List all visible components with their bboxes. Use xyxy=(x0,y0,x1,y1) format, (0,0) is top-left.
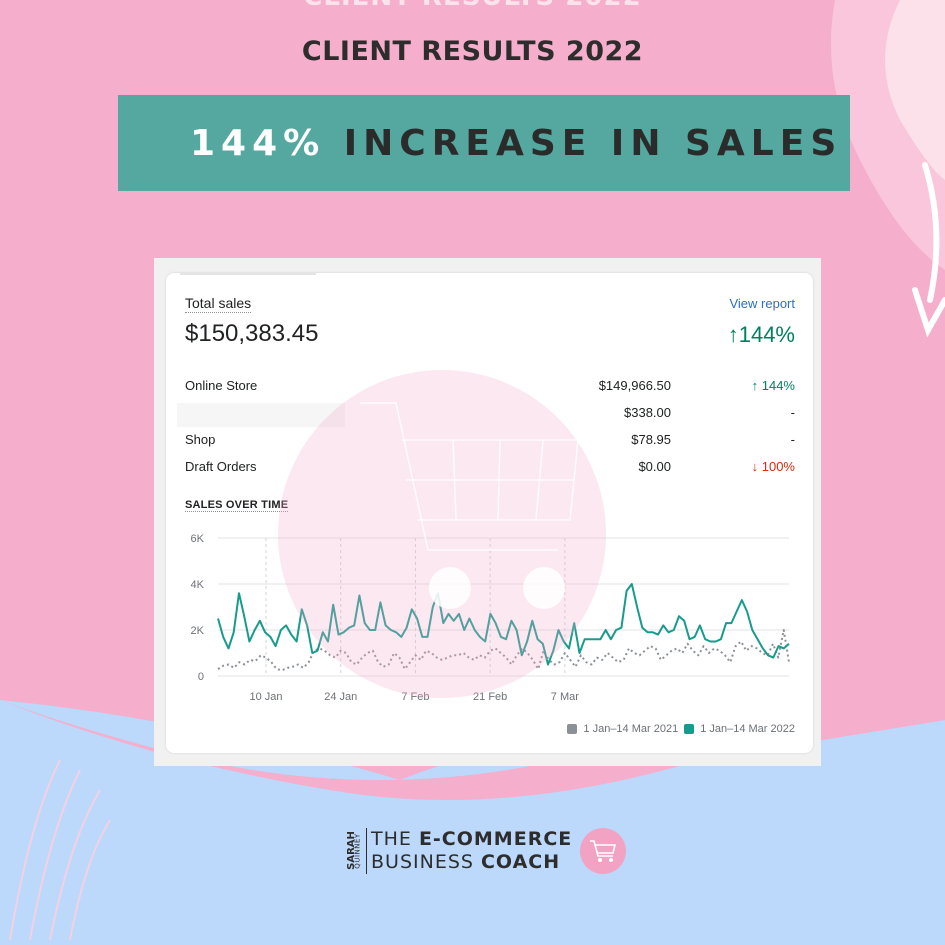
headline-number: 144% xyxy=(190,122,326,164)
y-tick-label: 0 xyxy=(198,671,204,683)
logo-line1-light: THE xyxy=(371,828,419,850)
total-sales-value: $150,383.45 xyxy=(185,320,319,347)
headline-label: INCREASE IN SALES xyxy=(343,122,843,164)
brand-logo: SARAH QUINNEY THE E-COMMERCE BUSINESS CO… xyxy=(338,824,627,878)
x-tick-label: 7 Mar xyxy=(551,691,579,703)
logo-wordmark: THE E-COMMERCE BUSINESS COACH xyxy=(371,828,572,874)
channel-change: - xyxy=(790,432,795,447)
y-tick-label: 6K xyxy=(191,533,205,545)
ghost-title: CLIENT RESULTS 2022 xyxy=(0,0,945,12)
headline-banner: 144% INCREASE IN SALES xyxy=(118,95,850,191)
channel-row: Draft Orders $0.00 ↓ 100% xyxy=(185,459,795,479)
channel-change: ↑ 144% xyxy=(751,378,795,393)
legend-label-2021: 1 Jan–14 Mar 2021 xyxy=(583,723,679,735)
total-sales-card: Total sales View report $150,383.45 ↑144… xyxy=(166,273,813,753)
channel-name: Draft Orders xyxy=(185,459,257,474)
channel-name: Shop xyxy=(185,432,216,447)
channel-change: ↓ 100% xyxy=(751,459,795,474)
legend-label-2022: 1 Jan–14 Mar 2022 xyxy=(700,723,795,735)
headline-text: 144% INCREASE IN SALES xyxy=(190,123,842,164)
logo-line1-bold: E-COMMERCE xyxy=(418,828,573,850)
total-sales-label[interactable]: Total sales xyxy=(185,295,252,313)
channel-value: $338.00 xyxy=(624,405,671,420)
chart-legend: 1 Jan–14 Mar 2021 1 Jan–14 Mar 2022 xyxy=(567,723,795,735)
legend-swatch-2021 xyxy=(567,724,578,734)
logo-name-vertical: SARAH QUINNEY xyxy=(338,825,366,877)
channel-change: - xyxy=(790,405,795,420)
series-line-2022 xyxy=(217,583,790,666)
pink-circle-overlay xyxy=(278,370,606,698)
x-tick-label: 10 Jan xyxy=(250,691,283,703)
logo-line2-light: BUSINESS xyxy=(371,851,481,873)
view-report-link[interactable]: View report xyxy=(729,296,795,311)
channel-row: $338.00 - xyxy=(185,405,795,425)
logo-line2-bold: COACH xyxy=(480,851,561,873)
analytics-screenshot: Total sales View report $150,383.45 ↑144… xyxy=(154,258,821,766)
channel-value: $149,966.50 xyxy=(598,378,671,393)
y-tick-label: 4K xyxy=(191,579,205,591)
channel-name: Online Store xyxy=(185,378,258,393)
y-tick-label: 2K xyxy=(191,625,205,637)
channel-row: Shop $78.95 - xyxy=(185,432,795,452)
legend-swatch-2022 xyxy=(684,724,695,734)
logo-last-name: QUINNEY xyxy=(353,833,362,869)
channel-row: Online Store $149,966.50 ↑ 144% xyxy=(185,378,795,398)
x-tick-label: 21 Feb xyxy=(473,691,507,703)
x-tick-label: 24 Jan xyxy=(324,691,357,703)
logo-divider xyxy=(366,828,367,874)
channel-value: $0.00 xyxy=(638,459,671,474)
sales-over-time-title[interactable]: SALES OVER TIME xyxy=(185,499,289,512)
cart-watermark-icon xyxy=(360,402,579,609)
sales-line-chart: 6K 4K 2K 0 10 Jan 24 Jan 7 Feb 21 Feb 7 Mar xyxy=(191,533,790,703)
redacted-channel-name xyxy=(177,403,345,427)
card-tab-strip xyxy=(180,273,316,275)
page-title: CLIENT RESULTS 2022 xyxy=(301,36,644,67)
channel-value: $78.95 xyxy=(631,432,671,447)
total-sales-change: ↑144% xyxy=(727,322,795,347)
cart-badge-icon xyxy=(580,828,627,874)
x-tick-label: 7 Feb xyxy=(401,691,429,703)
